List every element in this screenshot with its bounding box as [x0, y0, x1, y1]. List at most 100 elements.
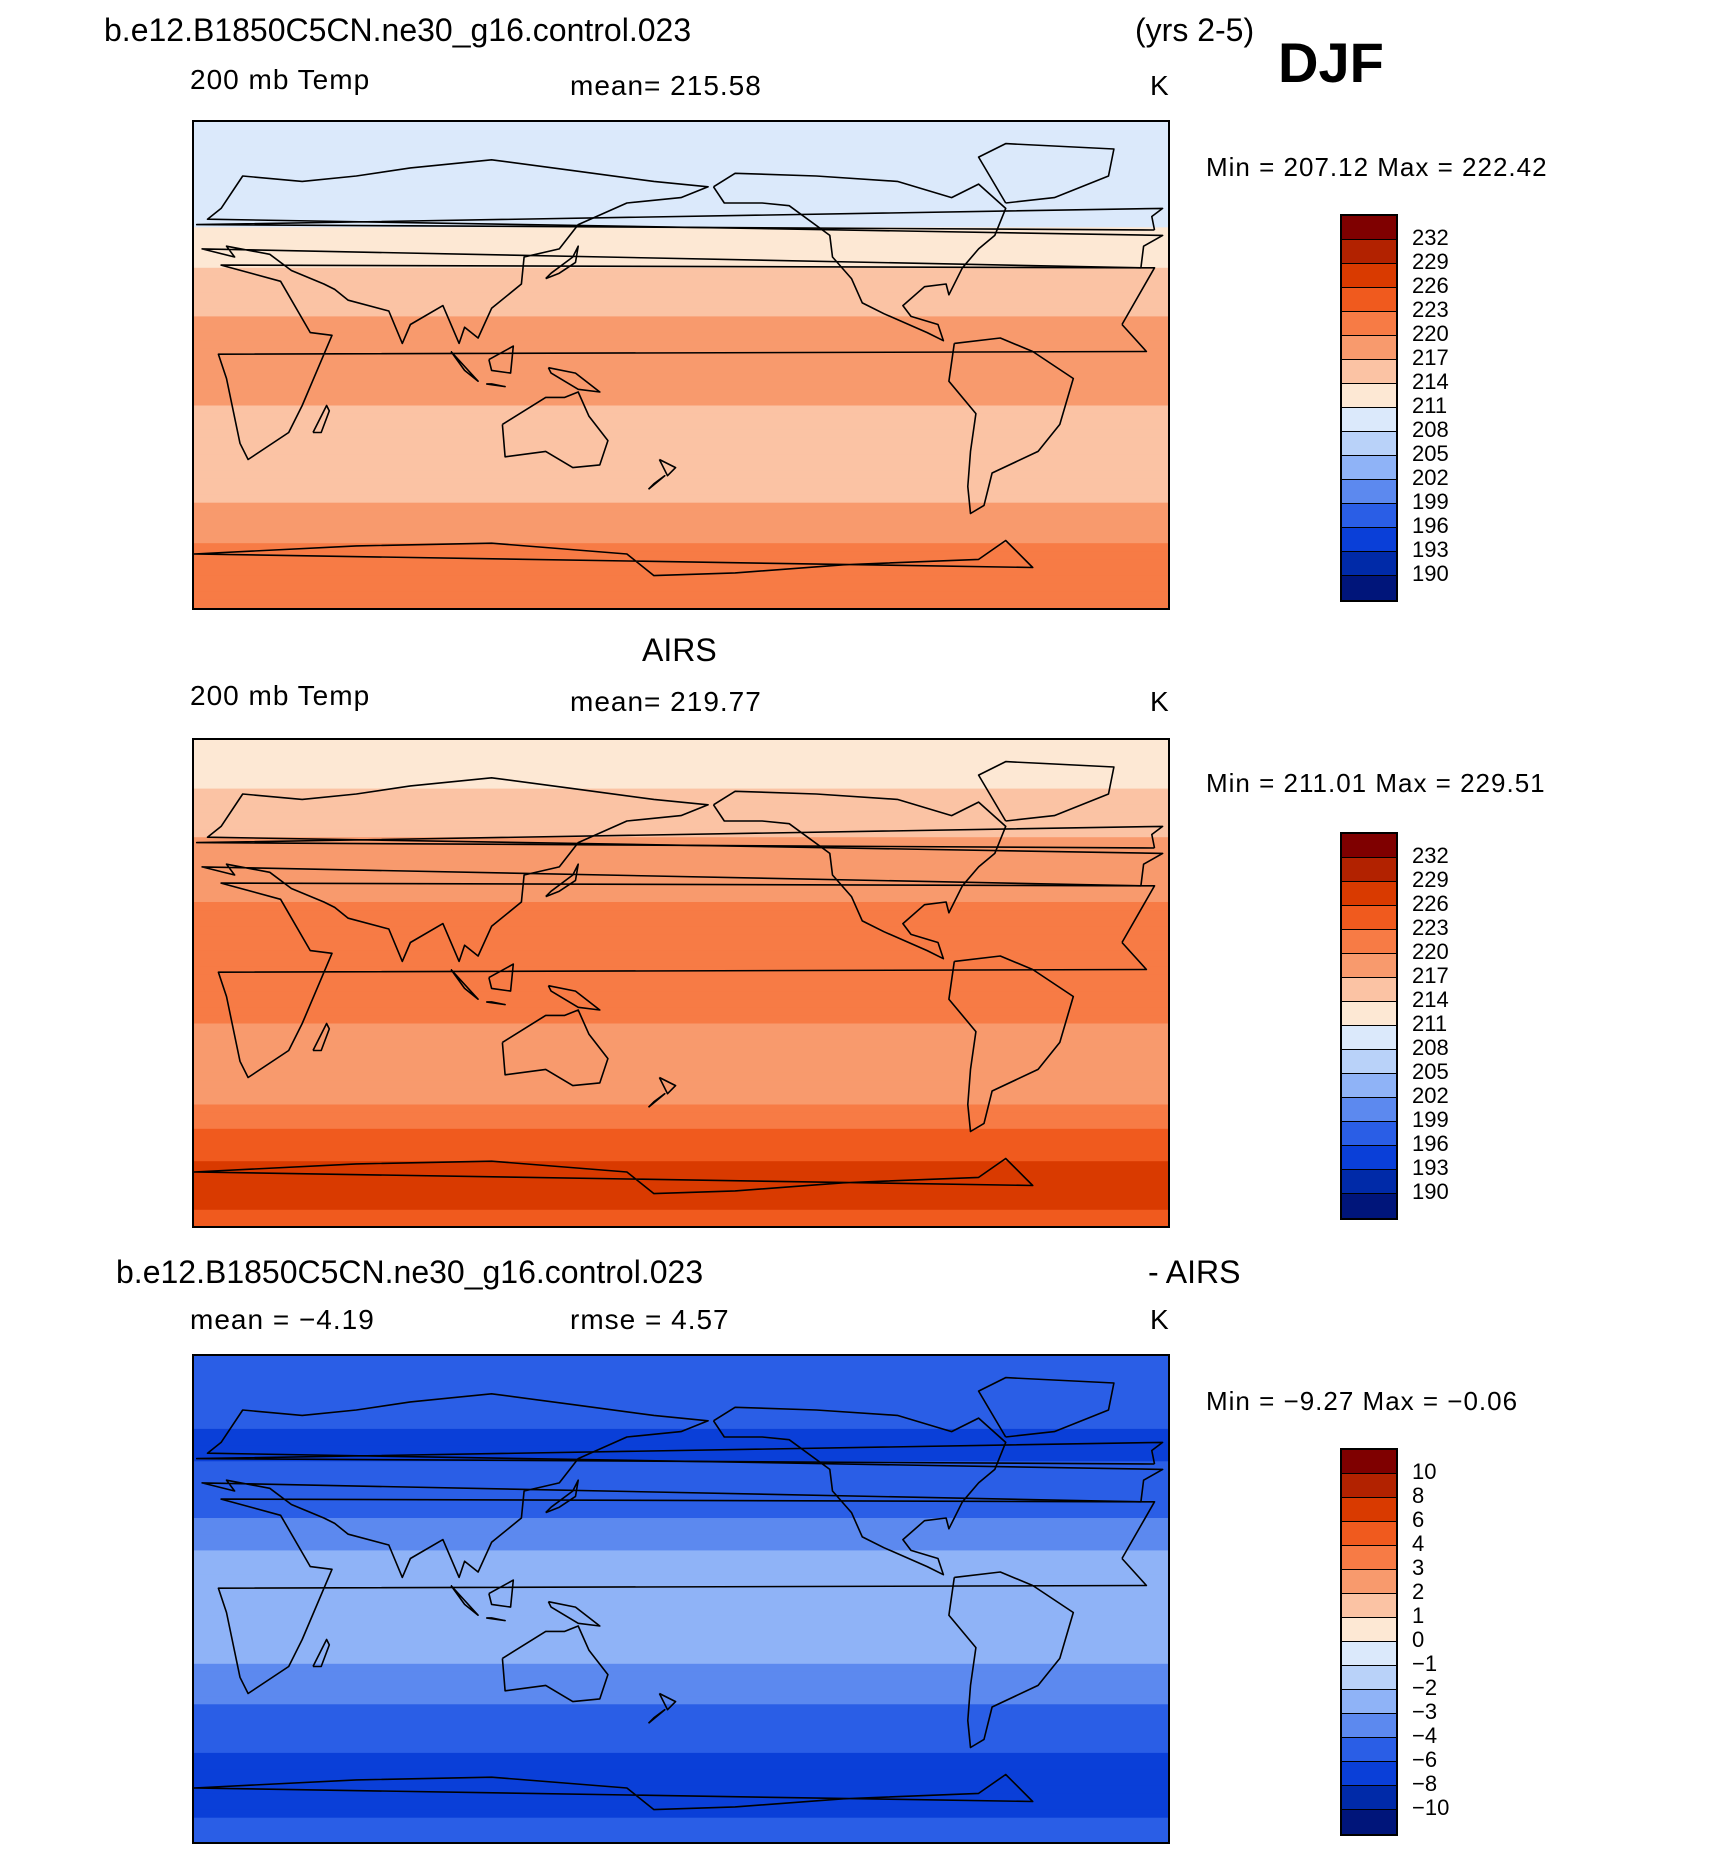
colorbar-label: 190: [1412, 561, 1449, 586]
colorbar-swatch: [1342, 1762, 1396, 1786]
field-band: [194, 235, 1168, 245]
field-band: [194, 211, 1168, 220]
panel1-map: [192, 120, 1170, 610]
colorbar-label: 223: [1412, 915, 1449, 940]
field-band: [194, 845, 1168, 854]
coastline: [501, 1009, 609, 1087]
colorbar-swatch: [1342, 312, 1396, 336]
field-band: [194, 958, 1168, 968]
field-band: [194, 559, 1168, 569]
panel1-minmax: Min = 207.12 Max = 222.42: [1206, 152, 1548, 182]
field-band: [194, 1088, 1168, 1097]
field-band: [194, 502, 1168, 512]
panel1-mean: mean= 215.58: [570, 70, 762, 101]
coastline: [488, 345, 515, 374]
colorbar-swatch: [1342, 1002, 1396, 1026]
field-band: [194, 1769, 1168, 1778]
field-band: [194, 1445, 1168, 1454]
coastline: [501, 391, 609, 469]
panel2-map-field: [194, 740, 1168, 1226]
field-band: [194, 292, 1168, 301]
field-band: [194, 1469, 1168, 1479]
colorbar-swatch: [1342, 360, 1396, 384]
field-band: [194, 567, 1168, 577]
colorbar-label: 3: [1412, 1555, 1425, 1580]
field-band: [194, 470, 1168, 479]
colorbar-label: 220: [1412, 939, 1449, 964]
panel1-variable: 200 mb Temp: [190, 64, 371, 95]
colorbar-label: 214: [1412, 369, 1449, 394]
colorbar-label: 196: [1412, 1131, 1449, 1156]
field-band: [194, 446, 1168, 455]
field-band: [194, 926, 1168, 935]
colorbar-swatch: [1342, 1570, 1396, 1594]
coastline: [450, 350, 479, 383]
coastline: [217, 882, 1156, 1079]
field-band: [194, 1696, 1168, 1705]
panel2-variable: 200 mb Temp: [190, 680, 371, 711]
field-band: [194, 1039, 1168, 1049]
field-band: [194, 918, 1168, 927]
colorbar-label: 214: [1412, 987, 1449, 1012]
field-band: [194, 780, 1168, 790]
field-band: [194, 421, 1168, 431]
coastline: [712, 172, 1007, 342]
field-band: [194, 1372, 1168, 1381]
colorbar-label: −6: [1412, 1747, 1438, 1772]
coastline: [547, 366, 601, 393]
colorbar-swatch: [1342, 1738, 1396, 1762]
field-band: [194, 1356, 1168, 1365]
coastline: [547, 1600, 601, 1627]
coastline: [647, 474, 666, 490]
colorbar-label: −3: [1412, 1699, 1438, 1724]
colorbar-swatch: [1342, 384, 1396, 408]
colorbar-swatch: [1342, 1642, 1396, 1666]
colorbar-swatch: [1342, 576, 1396, 600]
field-band: [194, 1477, 1168, 1487]
coastline: [217, 264, 1156, 461]
field-band: [194, 950, 1168, 960]
field-band: [194, 910, 1168, 919]
coastline: [488, 963, 515, 992]
coastline: [201, 158, 1164, 345]
field-band: [194, 373, 1168, 382]
coastline: [547, 984, 601, 1011]
field-band: [194, 1607, 1168, 1616]
colorbar-swatch: [1342, 930, 1396, 954]
field-band: [194, 1493, 1168, 1503]
field-band: [194, 162, 1168, 172]
field-band: [194, 1793, 1168, 1803]
field-band: [194, 788, 1168, 798]
colorbar-label: 229: [1412, 249, 1449, 274]
colorbar-label: 223: [1412, 297, 1449, 322]
field-band: [194, 1752, 1168, 1762]
field-band: [194, 324, 1168, 334]
coastline: [217, 1498, 1156, 1695]
field-band: [194, 1209, 1168, 1219]
panel3-header-left: b.e12.B1850C5CN.ne30_g16.control.023: [116, 1254, 704, 1290]
field-band: [194, 1623, 1168, 1632]
field-band: [194, 869, 1168, 879]
field-band: [194, 170, 1168, 180]
field-band: [194, 1388, 1168, 1398]
field-band: [194, 764, 1168, 773]
colorbar-label: 208: [1412, 1035, 1449, 1060]
field-band: [194, 1833, 1168, 1842]
field-band: [194, 219, 1168, 228]
field-band: [194, 1704, 1168, 1713]
field-band: [194, 1161, 1168, 1170]
colorbar-swatch: [1342, 1074, 1396, 1098]
coastline: [647, 1708, 666, 1724]
field-band: [194, 1461, 1168, 1470]
field-band: [194, 1007, 1168, 1016]
field-band: [194, 1437, 1168, 1446]
colorbar-label: 232: [1412, 843, 1449, 868]
field-band: [194, 356, 1168, 366]
colorbar-swatch: [1342, 978, 1396, 1002]
colorbar-swatch: [1342, 882, 1396, 906]
colorbar-swatch: [1342, 552, 1396, 576]
coastline: [948, 337, 1075, 515]
panel3-mean: mean = −4.19: [190, 1304, 375, 1335]
field-band: [194, 203, 1168, 212]
coastline: [948, 1571, 1075, 1749]
